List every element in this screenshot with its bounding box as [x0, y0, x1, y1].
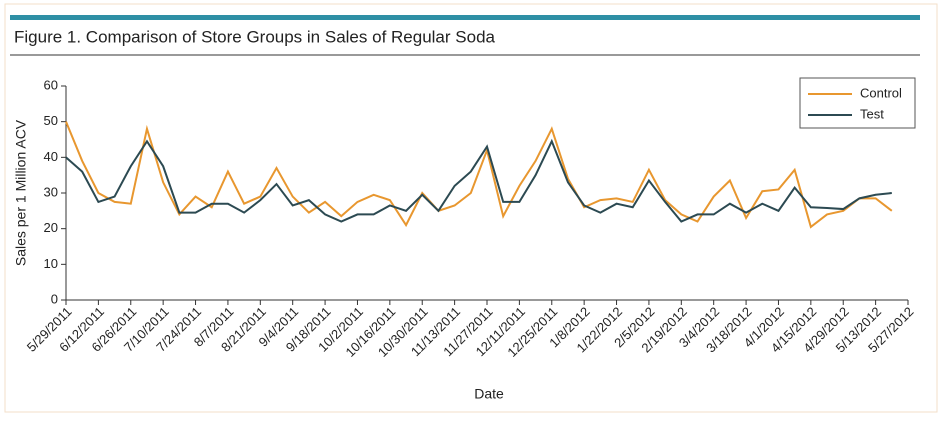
series-line	[65, 121, 893, 229]
y-tick-label: 0	[51, 291, 58, 306]
y-tick-label: 30	[44, 184, 58, 199]
y-tick-label: 50	[44, 113, 58, 128]
y-axis-label: Sales per 1 Million ACV	[13, 119, 29, 266]
y-tick-label: 20	[44, 220, 58, 235]
y-tick-label: 10	[44, 256, 58, 271]
legend-box	[799, 77, 916, 129]
legend-label: Control	[860, 85, 902, 100]
legend-label: Test	[860, 106, 884, 121]
x-axis-label: Date	[474, 386, 504, 402]
frame	[4, 3, 938, 413]
y-tick-label: 40	[44, 149, 58, 164]
chart-title: Figure 1. Comparison of Store Groups in …	[14, 27, 496, 46]
y-tick-label: 60	[44, 77, 58, 92]
top-bar	[10, 15, 920, 20]
series-line	[65, 138, 892, 223]
